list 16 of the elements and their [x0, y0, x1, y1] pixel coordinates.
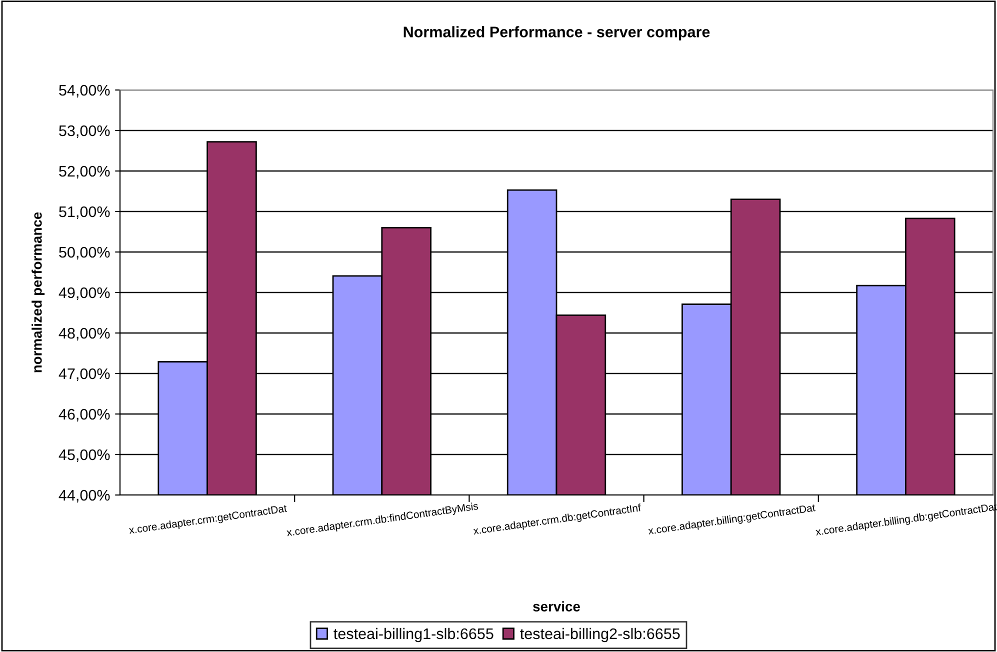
y-tick-label: 54,00% — [59, 84, 110, 98]
legend-label: testeai-billing1-slb:6655 — [334, 628, 494, 642]
y-tick-label: 48,00% — [58, 328, 110, 340]
y-tick-label: 46,00% — [58, 408, 110, 422]
legend-label: testeai-billing2-slb:6655 — [520, 628, 680, 642]
y-tick-label: 45,00% — [58, 449, 110, 462]
y-tick-label: 44,00% — [58, 490, 110, 502]
y-tick-label: 52,00% — [59, 166, 110, 178]
y-tick-label: 50,00% — [59, 246, 110, 260]
y-tick-label: 49,00% — [58, 287, 110, 300]
chart-title: Normalized Performance - server compare — [404, 26, 710, 40]
y-axis-title: normalized performance — [32, 212, 45, 372]
y-tick-label: 47,00% — [58, 368, 110, 381]
y-tick-label: 53,00% — [59, 125, 110, 138]
y-tick-label: 51,00% — [59, 206, 110, 219]
x-axis-title: service — [533, 601, 580, 612]
